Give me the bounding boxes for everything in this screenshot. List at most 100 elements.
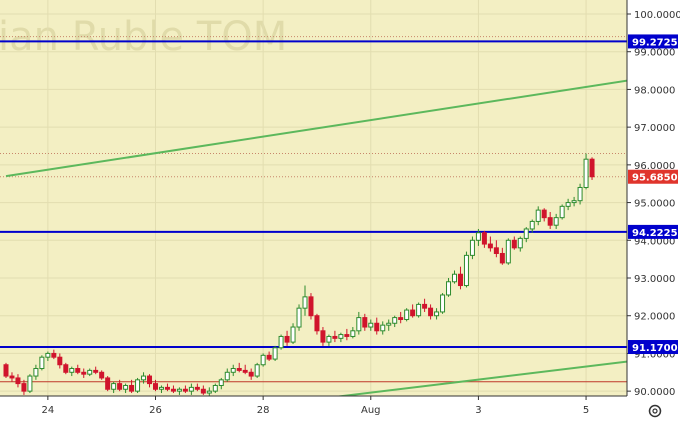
candle xyxy=(583,153,589,190)
candle-body xyxy=(147,375,153,385)
candle-body xyxy=(81,371,87,375)
candle-body xyxy=(260,354,266,366)
candle xyxy=(565,198,571,211)
candle-body xyxy=(63,364,69,373)
candle xyxy=(589,157,595,180)
candle xyxy=(87,368,93,377)
x-tick-label: 28 xyxy=(257,405,270,416)
candle-body xyxy=(547,217,553,226)
candle xyxy=(535,206,541,226)
candle xyxy=(194,383,200,392)
candle xyxy=(499,247,505,265)
candle xyxy=(314,313,320,335)
candle xyxy=(129,379,135,394)
chart-grid xyxy=(0,0,627,396)
level-badge: 99.2725 xyxy=(632,37,678,48)
candle xyxy=(559,204,565,220)
candle-body xyxy=(278,335,284,349)
candle xyxy=(188,383,194,395)
candle-body xyxy=(434,311,440,317)
candle-body xyxy=(212,384,218,392)
candle xyxy=(553,213,559,229)
candle xyxy=(320,327,326,346)
candle-body xyxy=(254,364,260,377)
candle-body xyxy=(583,158,589,188)
gear-icon[interactable] xyxy=(648,404,662,418)
candle xyxy=(398,311,404,324)
candle-body xyxy=(290,326,296,343)
candle-body xyxy=(200,388,206,394)
candle-body xyxy=(565,202,571,207)
y-tick-label: 100.0000 xyxy=(634,10,680,21)
candle-body xyxy=(571,200,577,204)
candle xyxy=(176,387,182,395)
y-tick-label: 98.0000 xyxy=(634,85,675,96)
candle-body xyxy=(529,220,535,230)
candle xyxy=(230,364,236,377)
candle-body xyxy=(320,330,326,343)
candle xyxy=(260,353,266,367)
candle xyxy=(15,374,21,388)
candle-body xyxy=(27,375,33,392)
candle xyxy=(75,364,81,375)
candle xyxy=(296,304,302,331)
candle-body xyxy=(111,383,117,390)
candle-body xyxy=(123,384,129,390)
candle xyxy=(338,332,344,343)
candle xyxy=(200,385,206,395)
candle-body xyxy=(284,335,290,343)
candle-body xyxy=(218,379,224,386)
candle-body xyxy=(469,239,475,256)
candle xyxy=(446,278,452,297)
candle xyxy=(105,376,111,392)
candle-body xyxy=(326,335,332,343)
candle-body xyxy=(176,388,182,392)
candle xyxy=(529,219,535,233)
candle-body xyxy=(344,334,350,337)
x-tick-label: 26 xyxy=(149,405,162,416)
candle xyxy=(278,334,284,350)
price-axis[interactable] xyxy=(627,0,680,426)
candle-body xyxy=(153,383,158,390)
candle xyxy=(487,236,493,252)
candle-body xyxy=(93,369,99,373)
candle-body xyxy=(589,158,595,178)
candle xyxy=(469,236,475,260)
candle xyxy=(523,227,529,243)
candle-body xyxy=(302,296,308,309)
candle-body xyxy=(380,324,386,332)
candle-body xyxy=(553,217,559,226)
y-tick-label: 93.0000 xyxy=(634,274,675,285)
candle xyxy=(493,240,499,258)
candle xyxy=(39,355,45,371)
y-tick-label: 97.0000 xyxy=(634,123,675,134)
candle-body xyxy=(517,237,523,249)
candle xyxy=(57,353,63,369)
trend-line xyxy=(5,71,680,178)
level-badge: 91.1700 xyxy=(632,343,678,354)
candle-body xyxy=(559,205,565,219)
y-tick-label: 96.0000 xyxy=(634,161,675,172)
candle xyxy=(242,364,248,375)
candle xyxy=(212,383,218,394)
candle-body xyxy=(3,364,9,377)
candle xyxy=(457,266,463,290)
time-axis[interactable] xyxy=(0,396,627,426)
y-axis-ticks: 100.0000 99.0000 98.0000 97.0000 96.0000 95.0… xyxy=(627,10,680,398)
candle-body xyxy=(493,247,499,254)
candle xyxy=(33,364,39,380)
candle xyxy=(392,315,398,328)
candle-body xyxy=(475,232,481,241)
candle-body xyxy=(481,232,487,245)
candle-body xyxy=(188,386,194,392)
candle-body xyxy=(135,379,141,392)
candle-body xyxy=(230,368,236,373)
candle xyxy=(182,385,188,394)
candle-body xyxy=(194,386,200,390)
candle-body xyxy=(236,368,242,371)
candle-body xyxy=(523,228,529,239)
candle xyxy=(350,327,356,339)
candle xyxy=(111,381,117,394)
candle-body xyxy=(368,322,374,328)
